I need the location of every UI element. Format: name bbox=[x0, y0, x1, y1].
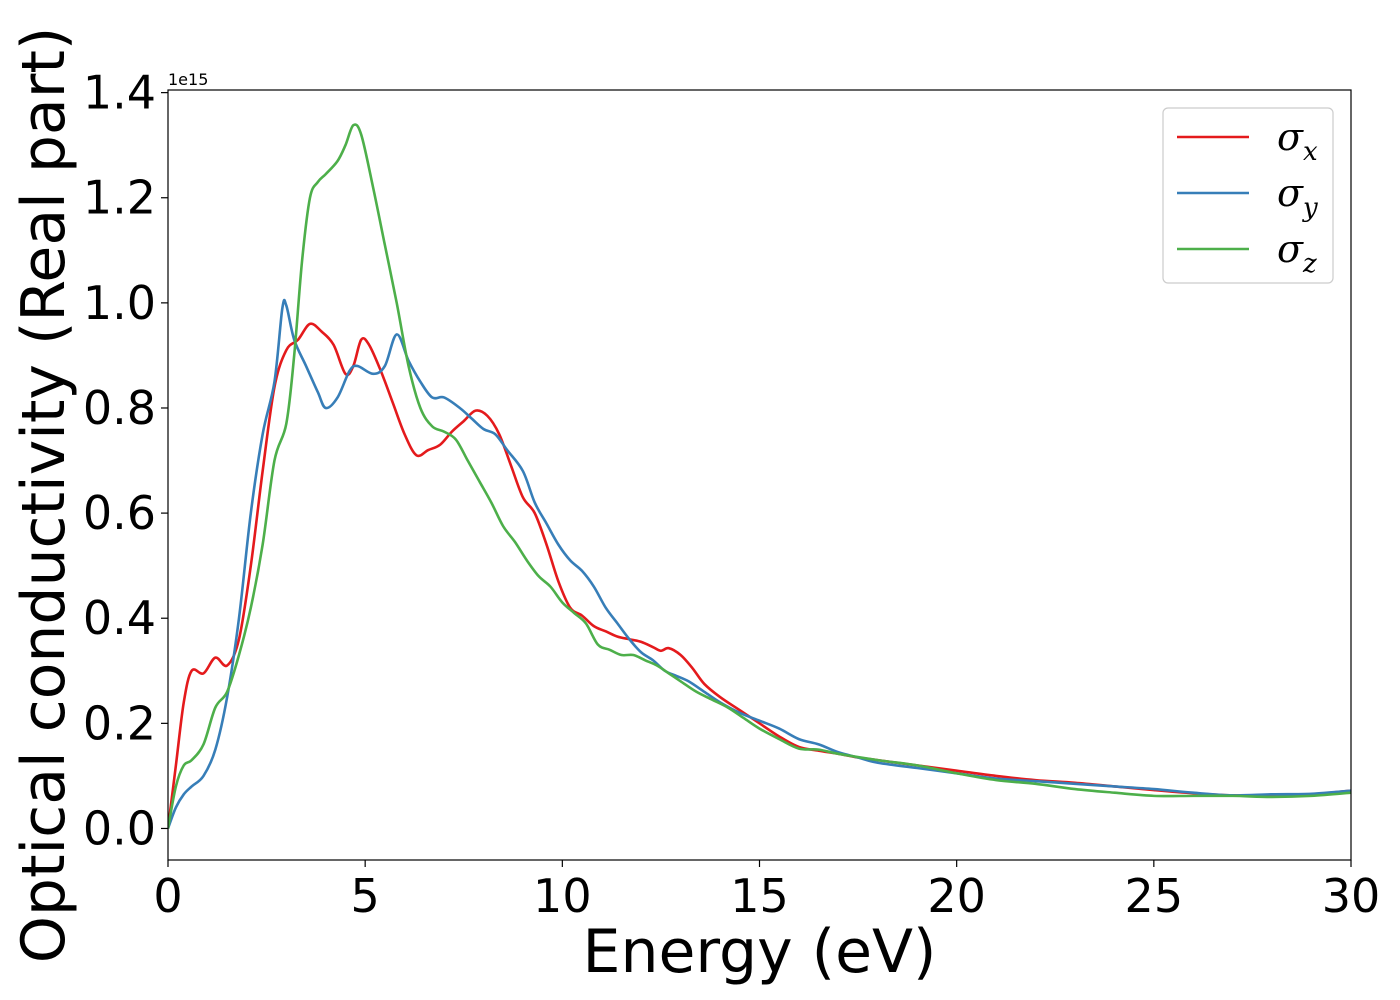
legend-label-sigma-y: σy bbox=[1277, 171, 1318, 223]
y-tick-label: 1.2 bbox=[83, 171, 156, 225]
legend-label-sigma-x: σx bbox=[1277, 115, 1318, 167]
y-tick-label: 0.0 bbox=[83, 801, 156, 855]
x-tick-label: 15 bbox=[730, 869, 789, 923]
y-tick-label: 1.0 bbox=[83, 276, 156, 330]
y-tick-label: 0.2 bbox=[83, 696, 156, 750]
series-line-sigma-y bbox=[168, 298, 1351, 829]
legend-symbol: σ bbox=[1277, 171, 1304, 215]
legend-symbol: σ bbox=[1277, 115, 1304, 159]
series-line-sigma-z bbox=[168, 123, 1351, 829]
y-tick-label: 1.4 bbox=[83, 66, 156, 120]
y-axis-label: Optical conductivity (Real part) bbox=[9, 27, 79, 964]
y-tick-label: 0.4 bbox=[83, 591, 156, 645]
x-tick-label: 20 bbox=[927, 869, 986, 923]
legend-label-sigma-z: σz bbox=[1277, 227, 1317, 279]
y-axis: 0.0 0.2 0.4 0.6 0.8 1.0 1.2 1.4 bbox=[83, 66, 168, 855]
series-layer bbox=[168, 123, 1351, 829]
x-tick-label: 0 bbox=[153, 869, 182, 923]
x-tick-label: 30 bbox=[1322, 869, 1381, 923]
x-axis-label: Energy (eV) bbox=[583, 917, 937, 987]
x-tick-label: 5 bbox=[351, 869, 380, 923]
x-axis: 0 5 10 15 20 25 30 bbox=[153, 860, 1380, 923]
y-offset-label: 1e15 bbox=[168, 70, 208, 89]
y-tick-label: 0.8 bbox=[83, 381, 156, 435]
x-tick-label: 25 bbox=[1125, 869, 1184, 923]
legend-subscript: x bbox=[1303, 137, 1318, 167]
legend-symbol: σ bbox=[1277, 227, 1304, 271]
legend-subscript: z bbox=[1302, 249, 1317, 279]
legend-subscript: y bbox=[1302, 193, 1318, 223]
x-tick-label: 10 bbox=[533, 869, 592, 923]
legend-box bbox=[1162, 107, 1334, 284]
y-tick-label: 0.6 bbox=[83, 486, 156, 540]
